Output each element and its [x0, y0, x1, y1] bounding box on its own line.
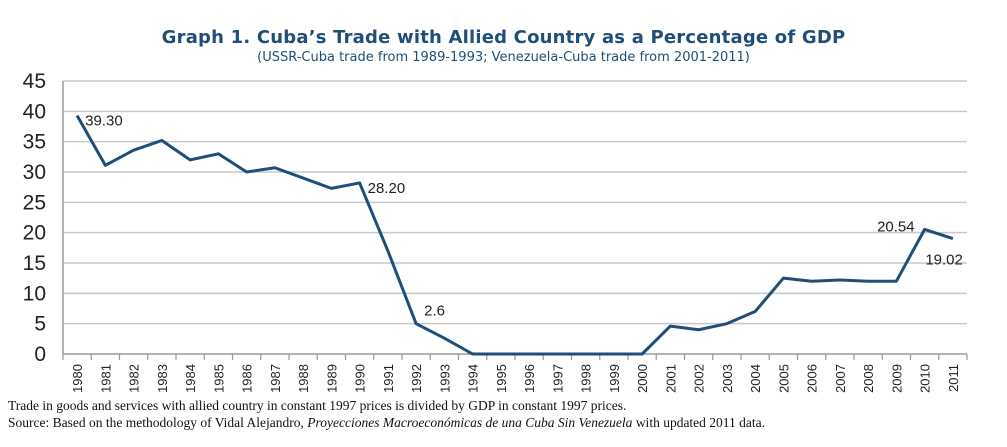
x-tick-label: 2002 [692, 364, 707, 393]
y-tick-label: 15 [23, 252, 46, 275]
x-tick-label: 1991 [381, 364, 396, 393]
y-tick-label: 30 [23, 161, 46, 184]
x-tick-label: 2004 [748, 364, 763, 393]
data-label: 39.30 [85, 113, 123, 130]
x-tick-label: 2001 [663, 364, 678, 393]
x-tick-label: 1996 [522, 364, 537, 393]
x-tick-label: 1994 [466, 364, 481, 393]
x-axis-ticks: 1980 1981 1982 1983 1984 1985 1986 1987 1988 1989… [70, 364, 961, 393]
y-axis-ticks: 0 5 10 15 20 25 30 35 40 45 [23, 70, 46, 366]
y-tick-label: 25 [23, 191, 46, 214]
x-tick-label: 1992 [409, 364, 424, 393]
chart-subtitle: (USSR-Cuba trade from 1989-1993; Venezue… [257, 50, 750, 65]
y-tick-label: 45 [23, 70, 46, 93]
axes [62, 81, 968, 360]
y-tick-label: 0 [34, 343, 46, 366]
x-tick-label: 2000 [635, 364, 650, 393]
y-tick-label: 40 [23, 100, 46, 123]
x-tick-label: 1981 [98, 364, 113, 393]
x-tick-label: 1982 [127, 364, 142, 393]
x-tick-label: 2007 [833, 364, 848, 393]
x-tick-label: 2009 [889, 364, 904, 393]
series-line-trade-as-of-gdp [75, 114, 954, 356]
x-tick-label: 1986 [240, 364, 255, 393]
y-tick-label: 10 [23, 282, 46, 305]
source-title: Proyecciones Macroeconómicas de una Cuba… [307, 415, 633, 430]
chart-title: Graph 1. Cuba’s Trade with Allied Countr… [161, 27, 846, 48]
footnote-method: Trade in goods and services with allied … [8, 398, 627, 413]
x-tick-label: 1998 [579, 364, 594, 393]
x-tick-label: 1988 [296, 364, 311, 393]
data-label: 19.02 [925, 252, 963, 269]
source-suffix: with updated 2011 data. [632, 415, 766, 430]
y-tick-label: 35 [23, 131, 46, 154]
gridlines [63, 80, 967, 325]
x-tick-label: 2003 [720, 364, 735, 393]
x-tick-label: 1985 [211, 364, 226, 393]
x-tick-label: 2006 [805, 364, 820, 393]
x-tick-label: 1989 [324, 364, 339, 393]
x-tick-label: 1993 [437, 364, 452, 393]
x-tick-label: 2011 [946, 364, 961, 392]
x-tick-label: 1999 [607, 364, 622, 393]
y-tick-label: 20 [23, 222, 46, 245]
y-tick-label: 5 [34, 313, 46, 336]
source-prefix: Source: Based on the methodology of Vida… [8, 415, 308, 430]
x-tick-label: 1997 [550, 364, 565, 393]
x-tick-label: 1983 [155, 364, 170, 393]
x-tick-label: 1990 [353, 364, 368, 393]
data-label: 20.54 [877, 218, 915, 235]
x-tick-label: 1980 [70, 364, 85, 393]
data-label: 2.6 [424, 303, 445, 320]
x-tick-label: 2010 [918, 364, 933, 393]
footnote-source: Source: Based on the methodology of Vida… [8, 415, 765, 431]
data-label: 28.20 [368, 180, 406, 197]
data-labels: 39.30 28.20 2.6 20.54 19.02 [85, 113, 963, 320]
x-tick-label: 1995 [494, 364, 509, 393]
x-tick-label: 1984 [183, 364, 198, 393]
x-tick-label: 2005 [776, 364, 791, 393]
series-line [75, 114, 954, 356]
x-tick-label: 2008 [861, 364, 876, 393]
x-tick-label: 1987 [268, 364, 283, 393]
